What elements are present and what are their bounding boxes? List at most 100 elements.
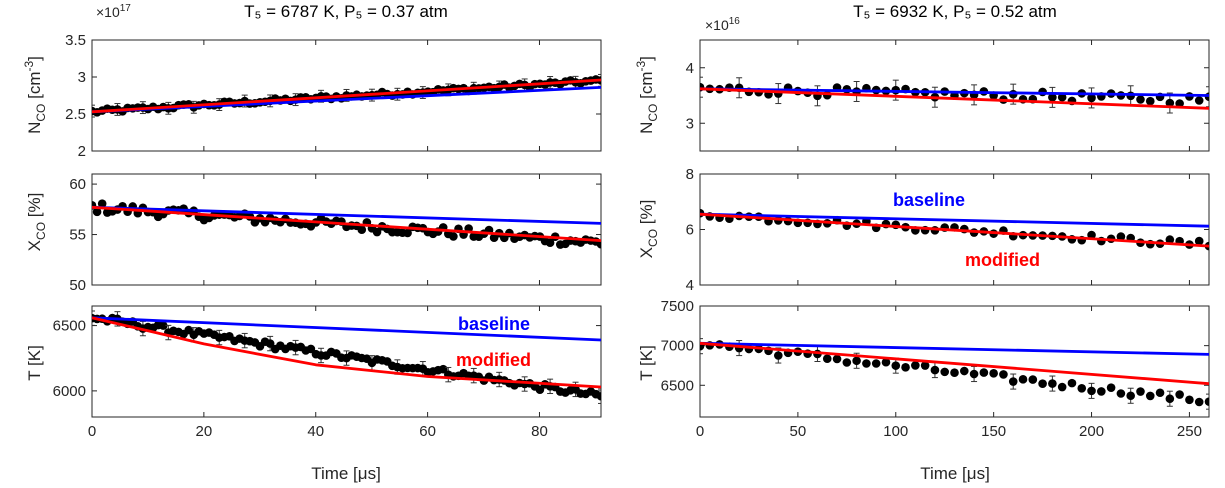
- data-point: [545, 238, 555, 248]
- baseline-line: [700, 212, 1209, 228]
- data-point: [930, 365, 940, 375]
- data-point: [1126, 391, 1135, 401]
- data-point: [1155, 388, 1165, 398]
- y-tick-label: 60: [69, 176, 86, 193]
- modified-line: [700, 341, 1209, 386]
- data-point: [1194, 236, 1204, 246]
- panel-t-right: 6500 7000 7500 0 50 100 150 200 250: [661, 298, 1210, 440]
- x-tick-label: 60: [419, 423, 436, 440]
- panel-xco-left: 50 55 60: [69, 173, 602, 294]
- ylabel-t-left: T [K]: [25, 345, 44, 381]
- modified-label-left: modified: [456, 350, 531, 370]
- data-point: [1116, 232, 1126, 241]
- xlabel-right: Time [μs]: [920, 464, 990, 483]
- y-tick-label: 6: [686, 222, 694, 239]
- data-point: [357, 225, 367, 234]
- x-tick-label: 0: [696, 423, 704, 440]
- data-point: [871, 359, 881, 368]
- data-point: [1165, 98, 1175, 108]
- data-point: [1097, 387, 1106, 396]
- data-point: [1077, 383, 1087, 393]
- x-tick-label: 40: [307, 423, 324, 440]
- data-point: [1028, 375, 1038, 384]
- y-tick-label: 6000: [53, 383, 86, 400]
- data-point: [920, 361, 930, 370]
- data-point: [832, 354, 842, 364]
- y-tick-label: 7500: [661, 298, 694, 315]
- ylabel-t-right: T [K]: [637, 345, 656, 381]
- data-point: [1067, 378, 1077, 388]
- data-point: [950, 368, 959, 377]
- data-point: [940, 367, 950, 377]
- ylabel-xco-right: XCO [%]: [637, 200, 660, 259]
- data-point: [959, 366, 969, 376]
- data-point: [1038, 379, 1047, 389]
- baseline-label-right: baseline: [893, 190, 965, 210]
- data-point: [1165, 394, 1175, 404]
- y-tick-label: 55: [69, 227, 86, 244]
- data-point: [979, 368, 989, 377]
- y-tick-label: 50: [69, 277, 86, 294]
- left-column-title: T₅ = 6787 K, P₅ = 0.37 atm: [244, 2, 448, 21]
- data-point: [158, 321, 168, 330]
- data-point: [596, 239, 601, 249]
- data-point: [1145, 391, 1155, 401]
- data-point: [1087, 93, 1096, 103]
- y-tick-label: 4: [686, 60, 694, 77]
- data-point: [911, 361, 920, 370]
- data-point: [822, 354, 832, 364]
- data-point: [92, 207, 102, 217]
- y-tick-label: 6500: [661, 377, 694, 394]
- panel-t-left: 6000 6500 0 20 40 60 80: [53, 305, 602, 440]
- data-point: [1048, 379, 1057, 388]
- data-point: [1165, 235, 1175, 244]
- data-point: [1018, 375, 1028, 384]
- ylabel-nco-right: NCO [cm-3]: [634, 56, 660, 134]
- plot-frame: [699, 305, 1210, 418]
- data-point: [596, 391, 601, 401]
- y-tick-label: 3: [686, 115, 694, 132]
- y-tick-label: 2.5: [65, 106, 86, 123]
- data-point: [535, 385, 545, 394]
- data-point: [999, 370, 1008, 379]
- baseline-line: [92, 316, 601, 342]
- x-tick-label: 20: [196, 423, 213, 440]
- y-tick-label: 4: [686, 277, 694, 294]
- data-point: [1116, 389, 1126, 398]
- panel-nco-left: 2 2.5 3 3.5: [65, 32, 602, 160]
- baseline-line: [700, 87, 1209, 97]
- modified-line: [700, 87, 1209, 110]
- x-tick-label: 200: [1079, 423, 1104, 440]
- data-point: [372, 227, 382, 237]
- y-tick-label: 6500: [53, 318, 86, 335]
- baseline-line: [92, 205, 601, 225]
- data-point: [1204, 397, 1209, 406]
- data-point: [1106, 383, 1116, 392]
- modified-line: [700, 212, 1209, 248]
- panel-xco-right: 4 6 8: [686, 166, 1210, 294]
- modified-line: [92, 205, 601, 242]
- data-point: [774, 351, 783, 360]
- data-point: [852, 356, 861, 366]
- data-point: [862, 359, 871, 368]
- data-point: [989, 369, 998, 378]
- data-point: [1194, 397, 1204, 407]
- data-point: [1194, 96, 1204, 105]
- right-exponent-label: ×1016: [705, 16, 740, 33]
- data-point: [1136, 95, 1145, 104]
- modified-label-right: modified: [965, 250, 1040, 270]
- data-point: [901, 363, 910, 372]
- panel-nco-right: 34: [686, 39, 1210, 152]
- right-column-title: T₅ = 6932 K, P₅ = 0.52 atm: [853, 2, 1057, 21]
- data-point: [1008, 377, 1018, 386]
- x-tick-label: 50: [790, 423, 807, 440]
- data-point: [1048, 93, 1057, 102]
- modified-line: [92, 78, 601, 114]
- y-tick-label: 7000: [661, 338, 694, 355]
- data-point: [1145, 96, 1155, 106]
- x-tick-label: 150: [981, 423, 1006, 440]
- y-tick-label: 3.5: [65, 32, 86, 49]
- x-tick-label: 0: [88, 423, 96, 440]
- data-point: [881, 357, 891, 367]
